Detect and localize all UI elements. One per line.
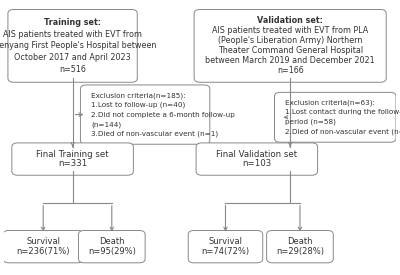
Text: n=331: n=331 xyxy=(58,160,87,168)
FancyBboxPatch shape xyxy=(80,85,210,144)
Text: October 2017 and April 2023: October 2017 and April 2023 xyxy=(14,53,131,62)
Text: Exclusion criteria(n=185):: Exclusion criteria(n=185): xyxy=(91,92,186,98)
Text: Theater Command General Hospital: Theater Command General Hospital xyxy=(218,46,363,55)
Text: n=236(71%): n=236(71%) xyxy=(16,247,70,256)
Text: period (n=58): period (n=58) xyxy=(285,119,336,125)
Text: n=95(29%): n=95(29%) xyxy=(88,247,136,256)
Text: Final Validation set: Final Validation set xyxy=(216,150,298,159)
FancyBboxPatch shape xyxy=(3,230,83,263)
Text: AIS patients treated with EVT from: AIS patients treated with EVT from xyxy=(3,30,142,38)
FancyBboxPatch shape xyxy=(267,230,333,263)
Text: Final Training set: Final Training set xyxy=(36,150,109,159)
Text: Survival: Survival xyxy=(26,237,60,246)
FancyBboxPatch shape xyxy=(12,143,133,175)
FancyBboxPatch shape xyxy=(8,10,137,82)
Text: 1.Lost contact during the follow-up: 1.Lost contact during the follow-up xyxy=(285,109,400,116)
Text: AIS patients treated with EVT from PLA: AIS patients treated with EVT from PLA xyxy=(212,26,368,35)
Text: (People's Liberation Army) Northern: (People's Liberation Army) Northern xyxy=(218,36,362,45)
Text: n=516: n=516 xyxy=(59,65,86,74)
Text: n=74(72%): n=74(72%) xyxy=(202,247,250,256)
Text: n=166: n=166 xyxy=(277,66,304,75)
Text: 2.Died of non-vascular event (n=5): 2.Died of non-vascular event (n=5) xyxy=(285,129,400,135)
Text: 1.Lost to follow-up (n=40): 1.Lost to follow-up (n=40) xyxy=(91,102,185,108)
Text: 2.Did not complete a 6-month follow-up: 2.Did not complete a 6-month follow-up xyxy=(91,112,235,118)
FancyBboxPatch shape xyxy=(196,143,318,175)
FancyBboxPatch shape xyxy=(188,230,263,263)
Text: (n=144): (n=144) xyxy=(91,121,121,128)
Text: n=29(28%): n=29(28%) xyxy=(276,247,324,256)
Text: Death: Death xyxy=(99,237,124,246)
FancyBboxPatch shape xyxy=(78,230,145,263)
Text: Survival: Survival xyxy=(208,237,242,246)
Text: Exclusion criteria(n=63):: Exclusion criteria(n=63): xyxy=(285,100,375,106)
FancyBboxPatch shape xyxy=(194,10,386,82)
Text: Death: Death xyxy=(287,237,313,246)
Text: 3.Died of non-vascular event (n=1): 3.Died of non-vascular event (n=1) xyxy=(91,131,218,137)
FancyBboxPatch shape xyxy=(274,92,396,142)
Text: Training set:: Training set: xyxy=(44,18,101,27)
Text: n=103: n=103 xyxy=(242,160,272,168)
Text: between March 2019 and December 2021: between March 2019 and December 2021 xyxy=(205,56,375,65)
Text: Validation set:: Validation set: xyxy=(257,16,323,26)
Text: Shenyang First People's Hospital between: Shenyang First People's Hospital between xyxy=(0,41,156,50)
